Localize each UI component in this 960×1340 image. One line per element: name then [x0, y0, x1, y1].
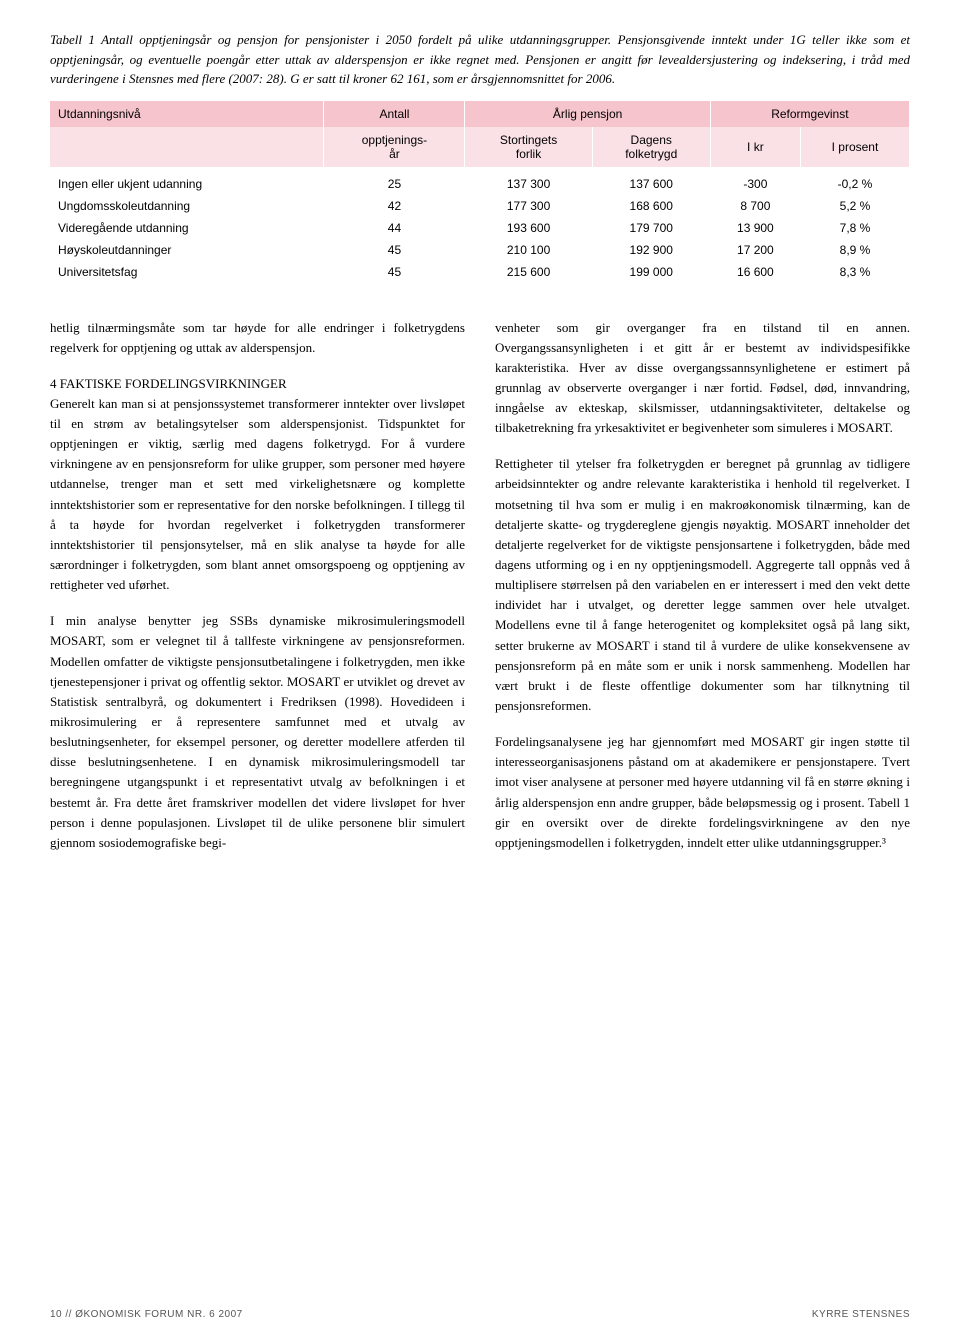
text-columns: hetlig tilnærmingsmåte som tar høyde for… — [50, 318, 910, 870]
footer-right: KYRRE STENSNES — [812, 1309, 910, 1320]
cell-label: Ungdomsskoleutdanning — [50, 195, 324, 217]
cell-years: 45 — [324, 261, 465, 283]
cell-pct: 5,2 % — [800, 195, 909, 217]
page-footer: 10 // ØKONOMISK FORUM NR. 6 2007 KYRRE S… — [50, 1309, 910, 1320]
paragraph: Rettigheter til ytelser fra folketrygden… — [495, 454, 910, 716]
th-ikr: I kr — [710, 127, 800, 167]
cell-years: 44 — [324, 217, 465, 239]
cell-kr: -300 — [710, 167, 800, 195]
paragraph: venheter som gir overganger fra en tilst… — [495, 318, 910, 439]
cell-forlik: 137 300 — [465, 167, 592, 195]
cell-folketrygd: 179 700 — [592, 217, 710, 239]
cell-pct: 7,8 % — [800, 217, 909, 239]
th-iprosent: I prosent — [800, 127, 909, 167]
cell-label: Videregående utdanning — [50, 217, 324, 239]
table-row: Høyskoleutdanninger 45 210 100 192 900 1… — [50, 239, 910, 261]
th-dagens: Dagensfolketrygd — [592, 127, 710, 167]
paragraph: 4 FAKTISKE FORDELINGSVIRKNINGER Generelt… — [50, 374, 465, 596]
left-column: hetlig tilnærmingsmåte som tar høyde for… — [50, 318, 465, 870]
cell-years: 45 — [324, 239, 465, 261]
paragraph: hetlig tilnærmingsmåte som tar høyde for… — [50, 318, 465, 358]
table-caption: Tabell 1 Antall opptjeningsår og pensjon… — [50, 30, 910, 89]
paragraph-text: Generelt kan man si at pensjonssystemet … — [50, 396, 465, 592]
cell-kr: 16 600 — [710, 261, 800, 283]
cell-kr: 13 900 — [710, 217, 800, 239]
cell-forlik: 177 300 — [465, 195, 592, 217]
table-row: Videregående utdanning 44 193 600 179 70… — [50, 217, 910, 239]
cell-kr: 17 200 — [710, 239, 800, 261]
cell-years: 42 — [324, 195, 465, 217]
section-heading: 4 FAKTISKE FORDELINGSVIRKNINGER — [50, 376, 287, 391]
cell-folketrygd: 199 000 — [592, 261, 710, 283]
table-row: Universitetsfag 45 215 600 199 000 16 60… — [50, 261, 910, 283]
cell-kr: 8 700 — [710, 195, 800, 217]
cell-pct: 8,9 % — [800, 239, 909, 261]
th-antall: Antall — [324, 101, 465, 127]
footer-left: 10 // ØKONOMISK FORUM NR. 6 2007 — [50, 1309, 243, 1320]
table-row: Ungdomsskoleutdanning 42 177 300 168 600… — [50, 195, 910, 217]
th-utdanningsniva: Utdanningsnivå — [50, 101, 324, 127]
cell-folketrygd: 192 900 — [592, 239, 710, 261]
paragraph: Fordelingsanalysene jeg har gjennomført … — [495, 732, 910, 853]
th-reformgevinst: Reformgevinst — [710, 101, 909, 127]
cell-forlik: 215 600 — [465, 261, 592, 283]
th-arlig-pensjon: Årlig pensjon — [465, 101, 710, 127]
table-row: Ingen eller ukjent udanning 25 137 300 1… — [50, 167, 910, 195]
cell-label: Ingen eller ukjent udanning — [50, 167, 324, 195]
th-opptjeningsar: opptjenings-år — [324, 127, 465, 167]
th-empty — [50, 127, 324, 167]
cell-pct: 8,3 % — [800, 261, 909, 283]
th-stortingets: Stortingetsforlik — [465, 127, 592, 167]
cell-label: Universitetsfag — [50, 261, 324, 283]
right-column: venheter som gir overganger fra en tilst… — [495, 318, 910, 870]
cell-forlik: 193 600 — [465, 217, 592, 239]
cell-folketrygd: 168 600 — [592, 195, 710, 217]
paragraph: I min analyse benytter jeg SSBs dynamisk… — [50, 611, 465, 853]
cell-folketrygd: 137 600 — [592, 167, 710, 195]
pension-table: Utdanningsnivå Antall Årlig pensjon Refo… — [50, 101, 910, 283]
cell-years: 25 — [324, 167, 465, 195]
cell-pct: -0,2 % — [800, 167, 909, 195]
cell-label: Høyskoleutdanninger — [50, 239, 324, 261]
cell-forlik: 210 100 — [465, 239, 592, 261]
